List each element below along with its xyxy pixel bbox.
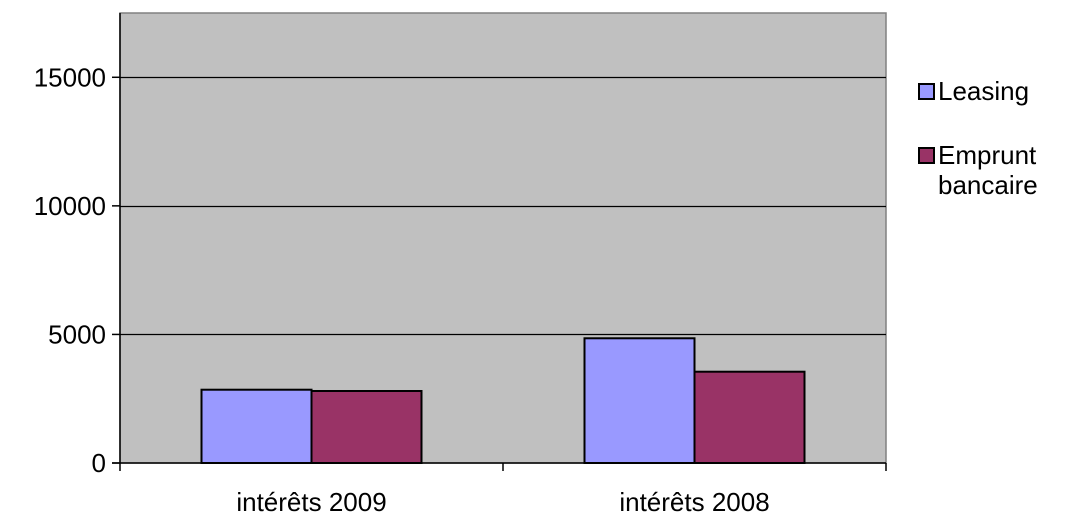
y-tick-labels: 0 5000 10000 15000 [34, 62, 106, 478]
y-tick-label-5000: 5000 [48, 319, 106, 349]
bar-emprunt-bancaire-1 [693, 370, 806, 465]
legend-label-leasing: Leasing [938, 76, 1030, 106]
legend: Leasing Emprunt bancaire [918, 76, 1068, 234]
legend-item-emprunt-bancaire: Emprunt bancaire [918, 140, 1068, 200]
x-category-label-0: intérêts 2009 [236, 487, 386, 517]
x-category-label-1: intérêts 2008 [619, 487, 769, 517]
legend-label-emprunt-bancaire: Emprunt bancaire [938, 140, 1038, 200]
bar-leasing-0 [200, 388, 313, 465]
y-tick-label-15000: 15000 [34, 62, 106, 92]
y-tick-label-10000: 10000 [34, 191, 106, 221]
bar-leasing-1 [583, 337, 696, 464]
bars [200, 337, 806, 465]
legend-swatch-emprunt-bancaire [918, 147, 935, 164]
x-category-labels: intérêts 2009 intérêts 2008 [236, 487, 769, 517]
axes [112, 13, 887, 471]
legend-swatch-leasing [918, 83, 935, 100]
gridlines [120, 76, 886, 336]
legend-item-leasing: Leasing [918, 76, 1068, 106]
y-tick-label-0: 0 [92, 448, 106, 478]
bar-emprunt-bancaire-0 [310, 390, 423, 464]
